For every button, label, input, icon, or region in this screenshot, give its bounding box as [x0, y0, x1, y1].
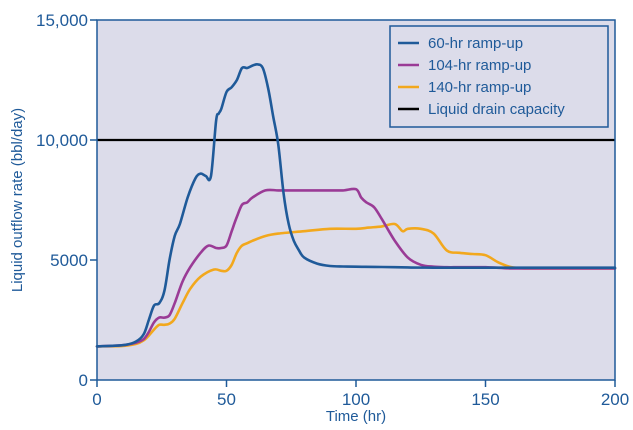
y-tick-label: 15,000 [36, 11, 88, 30]
x-tick-label: 200 [601, 390, 629, 409]
y-axis: 0 5000 10,000 15,000 [36, 11, 97, 390]
x-axis: 0 50 100 150 200 [92, 380, 629, 409]
y-axis-title: Liquid outflow rate (bbl/day) [9, 108, 26, 292]
series-line-140hr [95, 222, 617, 348]
y-tick-label: 10,000 [36, 131, 88, 150]
legend-item-60hr-label: 60-hr ramp-up [428, 35, 523, 52]
legend-item-140hr-label: 140-hr ramp-up [428, 79, 531, 96]
y-tick-label: 0 [79, 371, 88, 390]
x-tick-label: 100 [342, 390, 370, 409]
legend: 60-hr ramp-up 104-hr ramp-up 140-hr ramp-u… [389, 25, 609, 128]
series-line-60hr [95, 63, 617, 348]
legend-item-104hr-label: 104-hr ramp-up [428, 57, 531, 74]
x-axis-title: Time (hr) [326, 408, 386, 425]
series-lines [95, 63, 617, 348]
y-tick-label: 5000 [50, 251, 88, 270]
x-tick-label: 50 [217, 390, 236, 409]
legend-box [389, 25, 609, 128]
x-tick-label: 150 [471, 390, 499, 409]
legend-item-drain-capacity-label: Liquid drain capacity [428, 101, 565, 118]
x-tick-label: 0 [92, 390, 101, 409]
